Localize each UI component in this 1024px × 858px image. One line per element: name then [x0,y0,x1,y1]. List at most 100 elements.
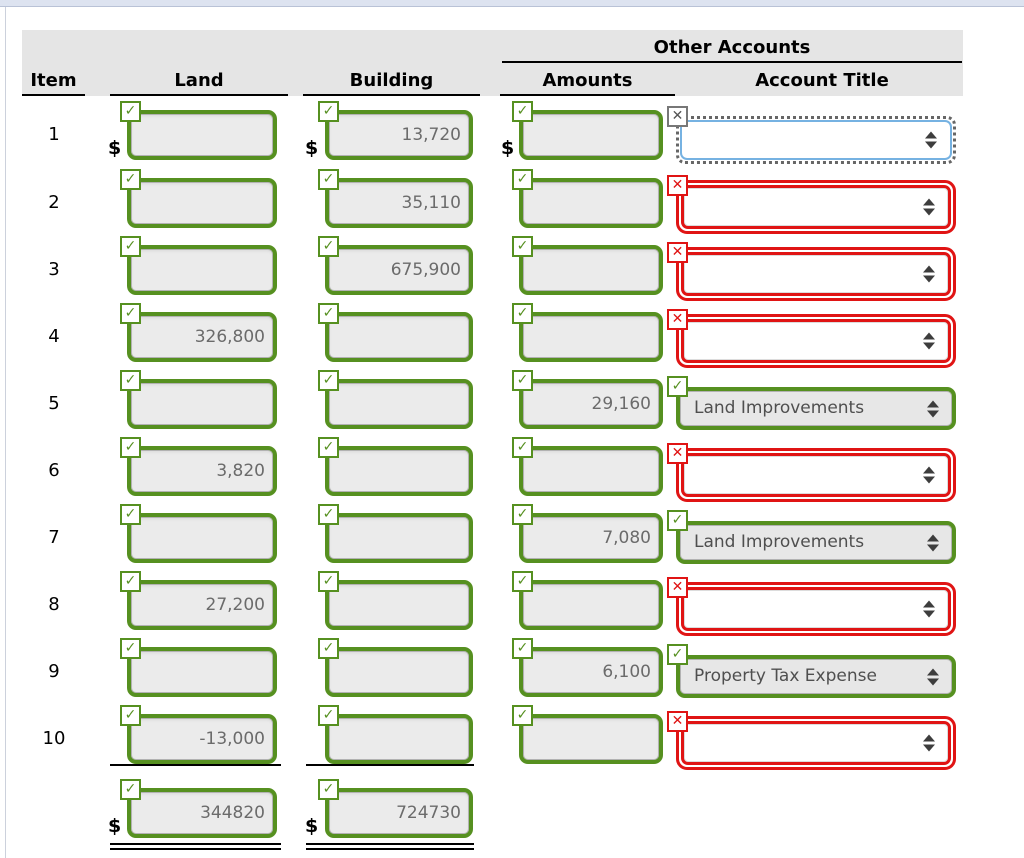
amounts-input[interactable] [512,571,663,630]
land-input[interactable] [120,236,277,295]
currency-symbol: $ [305,137,319,159]
green-check-icon [318,779,339,800]
amount-value: 7,080 [602,528,651,548]
item-column-header: Item [30,70,77,91]
item-number: 5 [48,393,60,414]
building-column-header: Building [349,70,434,91]
amounts-input[interactable] [512,437,663,496]
account-title-cell: Land Improvements [667,376,956,437]
account-title-select[interactable] [676,582,956,636]
table-row: 4 326,800 [0,303,1024,370]
account-title-select[interactable] [676,314,956,368]
building-input[interactable]: 675,900 [318,236,473,295]
building-header-underline [303,94,480,96]
building-input[interactable] [318,571,473,630]
up-down-arrows-icon [923,600,935,618]
account-title-select[interactable] [676,180,956,234]
account-title-cell [667,309,956,370]
land-column-header: Land [174,70,224,91]
green-check-icon [512,437,533,458]
green-check-icon [667,510,688,531]
building-total-input[interactable]: 724730 [318,779,473,838]
account-title-select[interactable]: Property Tax Expense [676,655,956,698]
land-input[interactable] [120,370,277,429]
building-input[interactable]: 13,720 [318,101,473,160]
amounts-input[interactable] [512,705,663,764]
land-total-input[interactable]: 344820 [120,779,277,838]
building-input[interactable] [318,370,473,429]
building-input[interactable] [318,303,473,362]
account-title-select[interactable] [676,448,956,502]
amounts-input[interactable] [512,101,663,160]
building-input[interactable] [318,437,473,496]
land-total-value: 344820 [200,803,265,823]
up-down-arrows-icon [927,668,939,685]
up-down-arrows-icon [923,332,935,350]
account-title-select[interactable]: Land Improvements [676,387,956,430]
account-title-select[interactable] [676,247,956,301]
green-check-icon [318,705,339,726]
account-title-select[interactable]: Land Improvements [676,521,956,564]
item-number: 10 [42,728,66,749]
amounts-header-underline [500,94,675,96]
red-x-icon [667,711,688,732]
currency-symbol: $ [501,137,515,159]
amounts-input[interactable] [512,303,663,362]
amounts-input[interactable]: 6,100 [512,638,663,697]
land-total-rule [110,764,281,766]
green-check-icon [512,705,533,726]
green-check-icon [512,370,533,391]
building-input[interactable]: 35,110 [318,169,473,228]
table-row: 10 -13,000 [0,705,1024,772]
green-check-icon [318,169,339,190]
green-check-icon [318,303,339,324]
land-value: 27,200 [205,595,265,615]
land-header-underline [110,94,288,96]
table-row: 6 3,820 [0,437,1024,504]
building-total-double-rule [306,843,474,850]
item-number: 4 [48,326,60,347]
account-title-select[interactable] [676,116,956,164]
up-down-arrows-icon [923,466,935,484]
building-input[interactable] [318,638,473,697]
item-number: 8 [48,594,60,615]
table-row: 9 6,100 Property Tax Expense [0,638,1024,705]
account-title-value: Land Improvements [694,532,865,552]
item-number: 1 [48,124,60,145]
account-title-cell [667,106,956,168]
amount-value: 29,160 [591,394,651,414]
land-input[interactable]: -13,000 [120,705,277,764]
currency-symbol: $ [305,815,319,837]
green-check-icon [120,504,141,525]
account-title-cell [667,711,956,772]
land-input[interactable]: 3,820 [120,437,277,496]
currency-symbol: $ [108,815,122,837]
land-input[interactable] [120,169,277,228]
item-number: 2 [48,192,60,213]
green-check-icon [318,101,339,122]
amounts-input[interactable]: 29,160 [512,370,663,429]
green-check-icon [512,504,533,525]
green-check-icon [120,169,141,190]
up-down-arrows-icon [927,534,939,551]
green-check-icon [120,236,141,257]
land-input[interactable] [120,101,277,160]
account-title-select[interactable] [676,716,956,770]
red-x-icon [667,577,688,598]
window-top-strip [0,0,1024,7]
amounts-column-header: Amounts [542,70,633,91]
green-check-icon [120,638,141,659]
building-input[interactable] [318,705,473,764]
building-input[interactable] [318,504,473,563]
up-down-arrows-icon [923,198,935,216]
green-check-icon [120,303,141,324]
amounts-input[interactable]: 7,080 [512,504,663,563]
green-check-icon [512,169,533,190]
amounts-input[interactable] [512,169,663,228]
red-x-icon [667,242,688,263]
amounts-input[interactable] [512,236,663,295]
land-input[interactable]: 27,200 [120,571,277,630]
land-input[interactable] [120,638,277,697]
land-input[interactable]: 326,800 [120,303,277,362]
land-input[interactable] [120,504,277,563]
